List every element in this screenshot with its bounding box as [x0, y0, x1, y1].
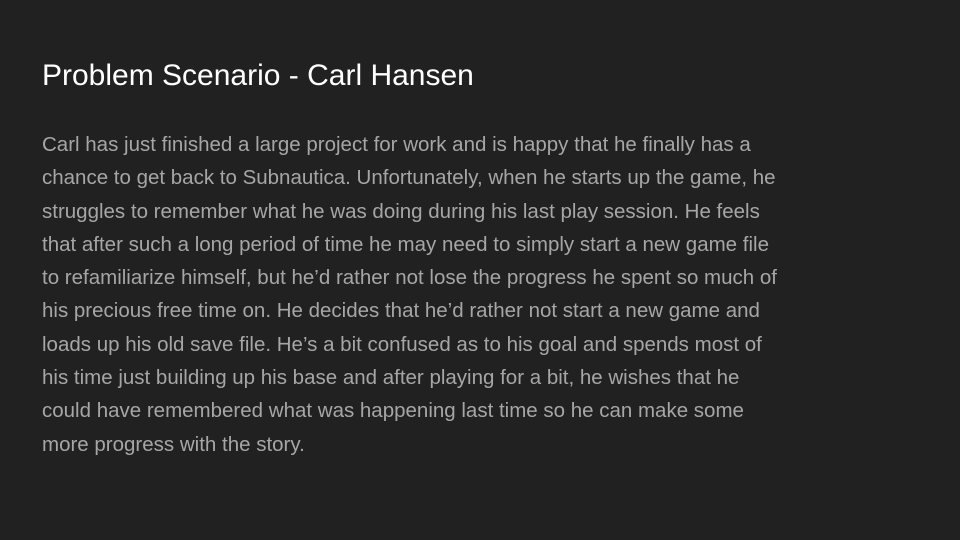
- body-line: could have remembered what was happening…: [42, 399, 744, 423]
- body-line: that after such a long period of time he…: [42, 232, 769, 256]
- body-line: struggles to remember what he was doing …: [42, 199, 760, 223]
- body-line: more progress with the story.: [42, 432, 305, 456]
- slide-title: Problem Scenario - Carl Hansen: [42, 59, 474, 92]
- body-line: his precious free time on. He decides th…: [42, 299, 760, 323]
- body-line: to refamiliarize himself, but he’d rathe…: [42, 266, 777, 290]
- body-line: his time just building up his base and a…: [42, 366, 740, 390]
- slide-body: Carl has just finished a large project f…: [42, 128, 922, 461]
- body-line: Carl has just finished a large project f…: [42, 133, 751, 156]
- body-line: loads up his old save file. He’s a bit c…: [42, 332, 762, 356]
- body-line: chance to get back to Subnautica. Unfort…: [42, 166, 776, 190]
